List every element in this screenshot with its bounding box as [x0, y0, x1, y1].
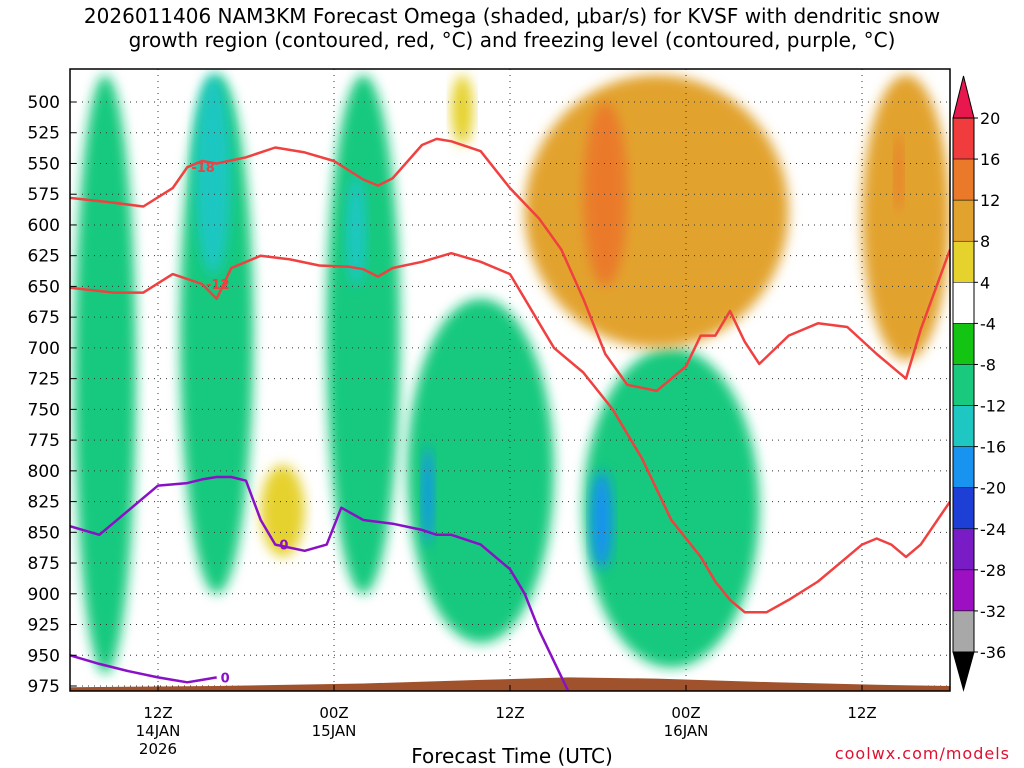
- colorbar-label-0: 20: [980, 109, 1000, 128]
- chart-title-line1: 2026011406 NAM3KM Forecast Omega (shaded…: [83, 4, 941, 28]
- colorbar-label-5: -4: [980, 314, 996, 333]
- omega-region-0: [74, 74, 136, 674]
- omega-region-7: [583, 347, 760, 668]
- colorbar-label-7: -12: [980, 397, 1006, 416]
- x-tick-label-54: 12Z: [847, 704, 876, 722]
- colorbar-band-12: [952, 610, 975, 653]
- colorbar-border: [952, 117, 975, 653]
- colorbar-band-9: [952, 487, 975, 530]
- ground-fill: [70, 677, 950, 691]
- y-tick-label-775: 775: [28, 431, 60, 451]
- x-tick-label-30: 12Z: [495, 704, 524, 722]
- x-tick-label-6: 12Z: [143, 704, 172, 722]
- y-tick-label-850: 850: [28, 523, 60, 543]
- omega-region-12: [583, 102, 628, 287]
- x-tick-year-6: 2026: [139, 740, 177, 758]
- colorbar-label-6: -8: [980, 355, 996, 374]
- y-tick-label-825: 825: [28, 493, 60, 513]
- omega-region-13: [862, 74, 950, 361]
- omega-region-10: [451, 74, 474, 146]
- colorbar-top-arrow: [952, 75, 975, 119]
- colorbar-band-3: [952, 240, 975, 283]
- y-tick-label-725: 725: [28, 370, 60, 390]
- colorbar-bottom-arrow: [952, 651, 975, 692]
- series-label-0: -18: [191, 161, 215, 176]
- colorbar-band-1: [952, 158, 975, 201]
- colorbar-label-8: -16: [980, 438, 1006, 457]
- colorbar-label-9: -20: [980, 479, 1006, 498]
- colorbar-band-6: [952, 364, 975, 406]
- y-tick-label-875: 875: [28, 554, 60, 574]
- y-tick-label-525: 525: [28, 124, 60, 144]
- y-tick-label-800: 800: [28, 462, 60, 482]
- y-tick-label-500: 500: [28, 93, 60, 113]
- omega-region-9: [260, 464, 305, 557]
- series-line-0: [70, 137, 950, 393]
- y-tick-label-925: 925: [28, 616, 60, 636]
- series-line-2: [70, 475, 570, 691]
- y-axis: 500 525 550 575 600 625 650 675 700 725 750 775 800 8…: [28, 93, 76, 697]
- y-tick-label-600: 600: [28, 216, 60, 236]
- colorbar-band-11: [952, 569, 975, 612]
- terrain-ground: [70, 677, 950, 691]
- series-label-3: 0: [221, 671, 230, 686]
- omega-region-14: [894, 132, 904, 213]
- colorbar-label-2: 12: [980, 191, 1000, 210]
- colorbar-label-13: -36: [980, 643, 1006, 662]
- omega-region-11: [524, 74, 789, 348]
- omega-shading: [74, 74, 950, 674]
- colorbar-label-1: 16: [980, 150, 1000, 169]
- omega-region-4: [345, 175, 367, 287]
- contour-lines: [70, 137, 950, 691]
- series-line-1: [70, 251, 950, 614]
- colorbar-band-10: [952, 528, 975, 571]
- y-tick-label-750: 750: [28, 400, 60, 420]
- y-tick-label-550: 550: [28, 154, 60, 174]
- x-axis-title: Forecast Time (UTC): [411, 744, 613, 768]
- colorbar-band-7: [952, 405, 975, 447]
- colorbar-label-11: -28: [980, 561, 1006, 580]
- colorbar: 20 16 12 8 4 -4 -8 -12 -16 -20 -24 -28 -32 -36: [952, 75, 1006, 692]
- colorbar-label-4: 4: [980, 273, 990, 292]
- series-label-2: 0: [279, 539, 288, 554]
- y-tick-label-950: 950: [28, 646, 60, 666]
- omega-region-5: [407, 298, 554, 643]
- y-tick-label-650: 650: [28, 277, 60, 297]
- contour-labels: -18 -12 0 0: [191, 161, 288, 686]
- series-label-1: -12: [206, 278, 230, 293]
- omega-region-3: [326, 74, 401, 594]
- colorbar-label-12: -32: [980, 602, 1006, 621]
- colorbar-band-8: [952, 446, 975, 488]
- colorbar-band-4: [952, 282, 975, 324]
- x-tick-date-6: 14JAN: [136, 722, 181, 740]
- y-tick-label-675: 675: [28, 308, 60, 328]
- y-tick-label-700: 700: [28, 339, 60, 359]
- colorbar-band-0: [952, 117, 975, 160]
- omega-region-8: [590, 470, 613, 570]
- y-tick-label-975: 975: [28, 677, 60, 697]
- x-tick-date-18: 15JAN: [312, 722, 357, 740]
- colorbar-label-10: -24: [980, 520, 1006, 539]
- colorbar-band-2: [952, 199, 975, 242]
- colorbar-label-3: 8: [980, 232, 990, 251]
- x-tick-date-42: 16JAN: [664, 722, 709, 740]
- chart-title-line2: growth region (contoured, red, °C) and f…: [128, 28, 896, 52]
- x-tick-label-42: 00Z: [671, 704, 700, 722]
- y-tick-label-900: 900: [28, 585, 60, 605]
- y-tick-label-625: 625: [28, 247, 60, 267]
- credit-text: coolwx.com/models: [834, 744, 1010, 763]
- x-tick-label-18: 00Z: [319, 704, 348, 722]
- y-tick-label-575: 575: [28, 185, 60, 205]
- omega-region-2: [194, 74, 232, 275]
- series-line-3: [70, 654, 217, 684]
- colorbar-band-5: [952, 323, 975, 365]
